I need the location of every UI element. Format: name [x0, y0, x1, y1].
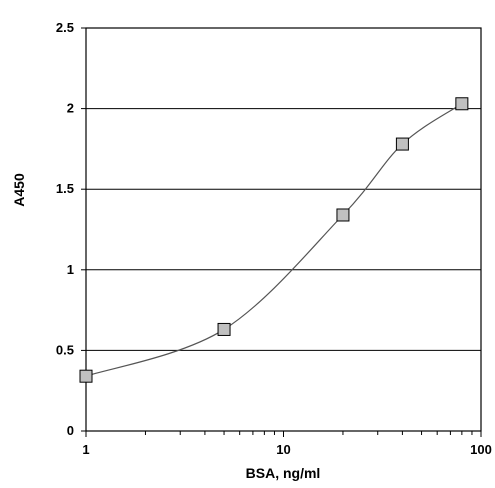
data-point	[79, 369, 93, 383]
y-axis-title: A450	[11, 173, 27, 207]
x-tick-label: 10	[276, 442, 290, 457]
data-point	[336, 208, 350, 222]
grid	[86, 108, 481, 351]
x-axis-ticks	[85, 431, 482, 437]
data-point	[395, 137, 409, 151]
data-point	[217, 322, 231, 336]
x-tick-labels: 1 10 100	[82, 442, 491, 457]
y-tick-label: 2	[67, 101, 74, 116]
y-tick-label: 0	[67, 423, 74, 438]
data-point	[455, 97, 469, 111]
y-tick-label: 1	[67, 262, 74, 277]
x-axis-title: BSA, ng/ml	[246, 465, 321, 481]
y-tick-label: 1.5	[56, 181, 74, 196]
y-axis-ticks	[81, 27, 86, 432]
x-tick-label: 100	[470, 442, 492, 457]
plot-border	[85, 27, 482, 432]
series-line	[85, 103, 463, 377]
plot-frame	[85, 27, 482, 432]
curve	[85, 103, 463, 377]
y-tick-labels: 0 0.5 1 1.5 2 2.5	[56, 20, 74, 438]
y-tick-label: 0.5	[56, 342, 74, 357]
y-tick-label: 2.5	[56, 20, 74, 35]
x-tick-label: 1	[82, 442, 89, 457]
data-points	[79, 97, 469, 383]
